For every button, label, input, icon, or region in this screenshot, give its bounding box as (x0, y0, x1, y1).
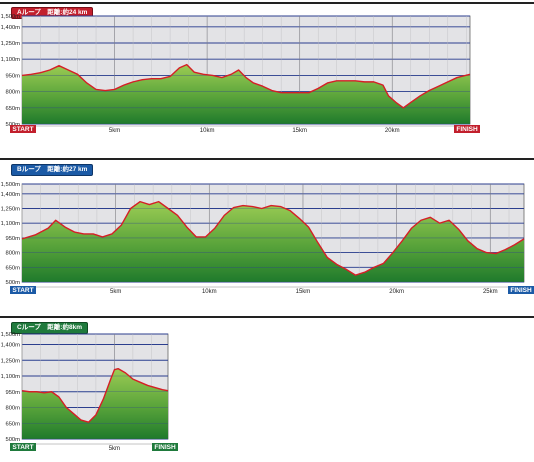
start-label-box (10, 125, 36, 133)
chart-a: 500m650m800m950m1,100m1,250m1,400m1,500m… (1, 14, 480, 134)
y-tick-label: 500m (5, 437, 20, 443)
start-label-box (10, 443, 36, 451)
y-tick-label: 1,500m (1, 14, 21, 20)
y-tick-label: 1,250m (1, 41, 21, 47)
finish-label: FINISH (510, 287, 532, 294)
section-divider-c (0, 316, 534, 318)
y-tick-label: 950m (5, 73, 20, 79)
x-tick-label: 15km (292, 128, 307, 134)
x-tick-label: 10km (202, 289, 217, 295)
y-tick-label: 800m (5, 406, 20, 412)
y-tick-label: 1,500m (1, 182, 21, 188)
chart-b: 500m 650m 800m 950m 1,100m 1,250m 1,400m 1,500m… (1, 182, 534, 295)
y-tick-label: 950m (5, 390, 20, 396)
y-tick-label: 650m (5, 265, 20, 271)
finish-label: FINISH (456, 126, 478, 133)
x-tick-label: 10km (200, 128, 215, 134)
elevation-area (22, 64, 470, 124)
chart-b-badge: Bループ 距離:約27 km (11, 164, 94, 176)
y-tick-label: 1,100m (1, 374, 21, 380)
finish-label-box (454, 125, 480, 133)
y-tick-label: 1,250m (1, 207, 21, 213)
y-tick-label: 1,100m (1, 57, 21, 63)
elevation-area (22, 368, 168, 439)
y-tick-label: 1,400m (1, 192, 21, 198)
elevation-line (21, 367, 169, 423)
finish-label: FINISH (154, 444, 176, 451)
x-tick-label: 5km (109, 446, 120, 452)
x-tick-label: 5km (109, 128, 120, 134)
chart-c: 500m 650m 800m 950m 1,100m 1,250m 1,400m 1,500m… (1, 332, 178, 452)
section-divider-a (0, 2, 534, 4)
y-tick-label: 1,400m (1, 25, 21, 31)
start-label: START (12, 287, 33, 294)
start-label: START (12, 444, 33, 451)
x-tick-label: 5km (110, 289, 121, 295)
start-label-box (10, 286, 36, 294)
y-tick-label: 500m (5, 280, 20, 286)
section-divider-b (0, 158, 534, 160)
elevation-area (22, 201, 524, 282)
x-tick-label: 25km (483, 289, 498, 295)
finish-label-box (152, 443, 178, 451)
y-tick-label: 650m (5, 106, 20, 112)
start-label: START (12, 126, 33, 133)
y-tick-label: 1,500m (1, 332, 21, 338)
chart-c-badge: Cループ 距離:約8km (11, 322, 88, 334)
x-tick-label: 15km (296, 289, 311, 295)
y-tick-label: 1,100m (1, 221, 21, 227)
y-tick-label: 650m (5, 421, 20, 427)
y-tick-label: 800m (5, 251, 20, 257)
elevation-line (21, 200, 525, 276)
y-tick-label: 1,250m (1, 358, 21, 364)
finish-label-box (508, 286, 534, 294)
y-tick-label: 800m (5, 90, 20, 96)
x-tick-label: 20km (385, 128, 400, 134)
y-tick-label: 950m (5, 236, 20, 242)
y-tick-label: 1,400m (1, 343, 21, 349)
x-tick-label: 20km (389, 289, 404, 295)
elevation-line (21, 63, 471, 109)
